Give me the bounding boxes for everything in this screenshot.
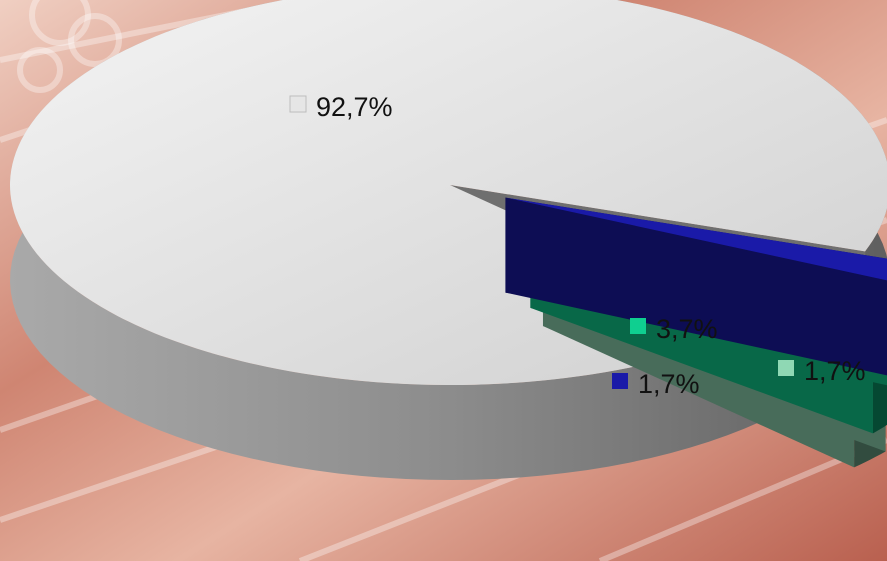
- data-label: 92,7%: [289, 92, 393, 122]
- data-label-text: 1,7%: [804, 356, 866, 386]
- data-label-swatch: [612, 373, 628, 389]
- data-label-text: 92,7%: [316, 92, 393, 122]
- data-label: 1,7%: [612, 369, 700, 399]
- pie-slice-cut: [505, 197, 887, 376]
- data-label: 3,7%: [630, 314, 718, 344]
- data-label-text: 3,7%: [656, 314, 718, 344]
- data-label-text: 1,7%: [638, 369, 700, 399]
- pie-slice-top: [505, 197, 887, 281]
- data-labels: 92,7% 1,7% 3,7% 1,7%: [289, 92, 866, 399]
- data-label-swatch: [630, 318, 646, 334]
- pie-layer: [10, 0, 887, 480]
- data-label-swatch: [289, 95, 307, 113]
- data-label: 1,7%: [778, 356, 866, 386]
- data-label-swatch: [778, 360, 794, 376]
- pie-slice: [505, 197, 887, 376]
